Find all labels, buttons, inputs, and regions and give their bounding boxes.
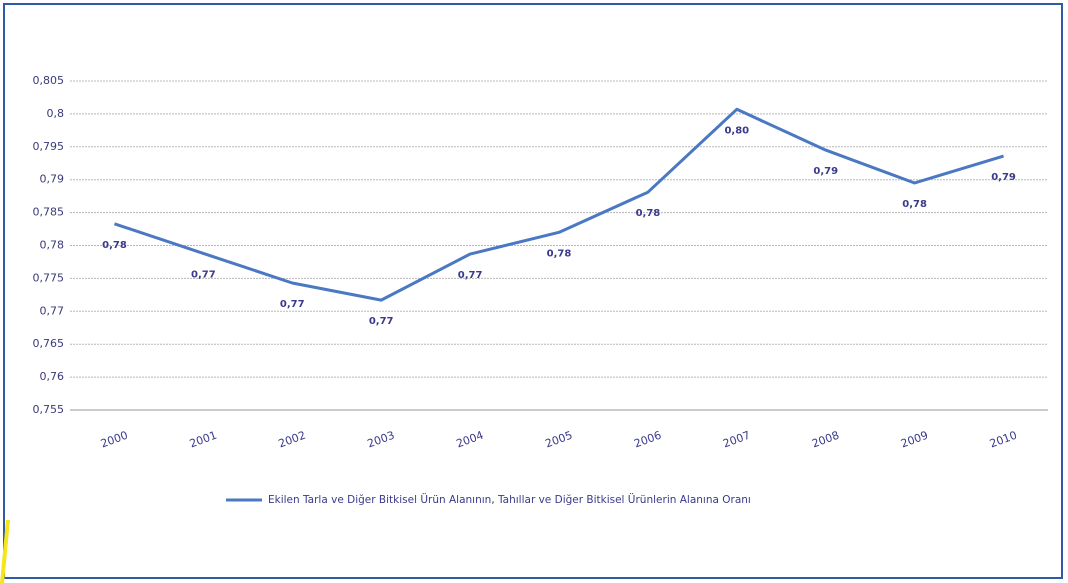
data-label: 0,78 [902,199,927,210]
y-tick-label: 0,8 [47,107,65,120]
data-label: 0,78 [636,208,661,219]
x-tick-label: 2004 [455,429,486,451]
y-tick-label: 0,775 [33,271,65,284]
data-label: 0,77 [369,316,394,327]
corner-decoration [0,520,10,583]
data-label: 0,79 [813,166,838,177]
x-tick-label: 2001 [188,429,219,451]
x-tick-label: 2006 [632,429,663,451]
x-tick-label: 2005 [543,429,574,451]
y-tick-label: 0,805 [33,74,65,87]
data-label: 0,78 [547,248,572,259]
x-tick-label: 2007 [721,429,752,451]
data-label: 0,80 [724,125,749,136]
data-label: 0,77 [191,269,216,280]
legend-label: Ekilen Tarla ve Diğer Bitkisel Ürün Alan… [268,493,751,506]
data-label: 0,77 [458,270,483,281]
y-tick-label: 0,79 [40,173,65,186]
y-tick-label: 0,785 [33,206,65,219]
frame [3,3,1063,579]
x-tick-label: 2010 [988,429,1019,451]
y-tick-label: 0,755 [33,403,65,416]
x-tick-label: 2000 [99,429,130,451]
y-tick-label: 0,78 [40,239,65,252]
data-label: 0,78 [102,240,127,251]
data-line [113,107,1004,302]
data-label: 0,79 [991,172,1016,183]
x-tick-label: 2002 [277,429,308,451]
x-tick-label: 2008 [810,429,841,451]
y-tick-label: 0,795 [33,140,65,153]
x-tick-label: 2003 [366,429,397,451]
y-tick-label: 0,77 [40,304,65,317]
data-label: 0,77 [280,299,305,310]
y-tick-label: 0,76 [40,370,65,383]
x-tick-label: 2009 [899,429,930,451]
y-tick-label: 0,765 [33,337,65,350]
